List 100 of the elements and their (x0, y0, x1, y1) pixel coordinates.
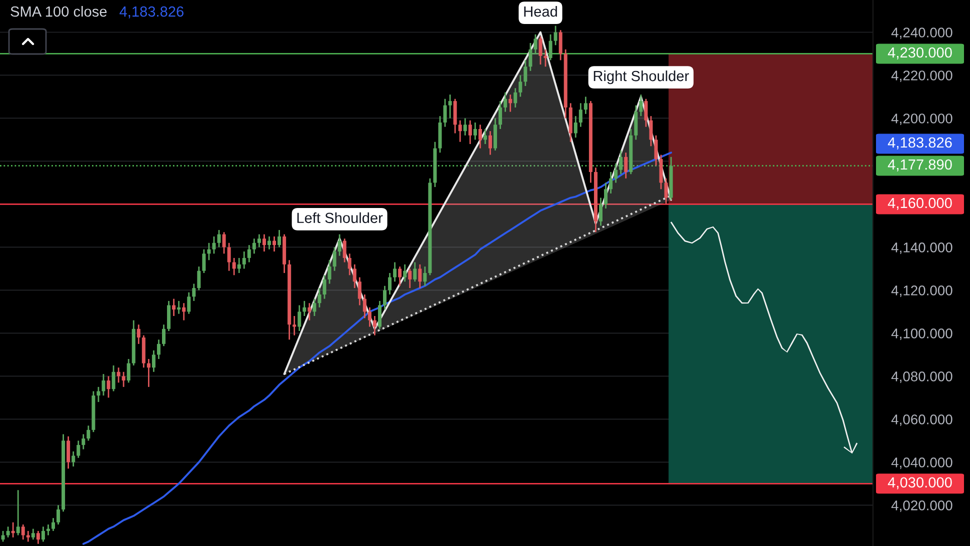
candlestick (488, 130, 492, 156)
candlestick (1, 530, 5, 542)
candlestick (197, 266, 201, 291)
candlestick (202, 248, 206, 274)
candlestick (504, 92, 508, 112)
candlestick (518, 74, 522, 98)
candlestick (413, 262, 417, 282)
candlestick (463, 118, 467, 136)
candlestick (524, 59, 528, 87)
candlestick (544, 48, 548, 68)
y-tick-label: 4,140.000 (891, 242, 952, 254)
candlestick (252, 238, 256, 254)
candlestick (136, 324, 140, 345)
candlestick (177, 300, 181, 315)
annotation: Head (524, 6, 557, 17)
candlestick (584, 96, 588, 115)
candlestick (458, 120, 462, 143)
y-tick-label: 4,240.000 (891, 28, 952, 40)
candlestick (76, 440, 80, 459)
candlestick (292, 315, 296, 336)
candlestick (257, 234, 261, 248)
y-tick-label: 4,120.000 (891, 286, 952, 298)
candlestick (483, 128, 487, 145)
candlestick (262, 234, 266, 252)
candlestick (534, 34, 538, 54)
candlestick (207, 242, 211, 261)
candlestick (473, 122, 477, 140)
candlestick (358, 276, 362, 306)
candlestick (348, 252, 352, 276)
candlestick (372, 315, 376, 336)
candlestick (538, 36, 542, 66)
candlestick (649, 115, 653, 147)
candlestick (172, 298, 176, 317)
candlestick (36, 530, 40, 545)
annotation: 4,183.826 (120, 6, 184, 18)
candlestick (328, 259, 332, 284)
y-tick-label: 4,220.000 (891, 70, 952, 82)
candlestick (146, 358, 150, 388)
candlestick (222, 231, 226, 254)
text: 4,183.826 (888, 137, 952, 150)
candlestick (558, 29, 562, 61)
candlestick (619, 150, 623, 175)
candlestick (453, 98, 457, 134)
candlestick (31, 528, 35, 540)
candlestick (418, 264, 422, 289)
candlestick (609, 171, 613, 194)
candlestick (443, 98, 447, 128)
candlestick (278, 229, 282, 248)
candlestick (598, 197, 603, 226)
annotation: Right Shoulder (594, 70, 689, 84)
candlestick (322, 274, 326, 300)
y-tick-label: 4,040.000 (891, 458, 952, 469)
candlestick (332, 246, 336, 272)
candlestick (644, 98, 648, 128)
candlestick (102, 373, 106, 396)
candlestick (267, 236, 271, 250)
candlestick (122, 371, 126, 388)
candlestick (498, 100, 502, 130)
candlestick (66, 436, 70, 470)
candlestick (423, 266, 427, 287)
candlestick (51, 517, 55, 532)
candlestick (247, 244, 251, 263)
candlestick (362, 294, 366, 319)
ref-line-label: 4,030.000 (888, 477, 952, 490)
candlestick (393, 262, 397, 282)
candlestick (578, 102, 582, 128)
y-tick-label: 4,200.000 (891, 114, 952, 126)
candlestick (41, 526, 45, 542)
candlestick (308, 302, 312, 321)
candlestick (152, 350, 156, 373)
candlestick (478, 124, 482, 150)
candlestick (56, 504, 60, 526)
y-tick-label: 4,060.000 (891, 414, 952, 426)
candlestick (232, 257, 236, 276)
candlestick (72, 450, 76, 468)
candlestick (368, 306, 372, 328)
candlestick (212, 236, 216, 254)
candlestick (403, 264, 407, 282)
candlestick (112, 364, 116, 392)
candlestick (11, 522, 15, 538)
candlestick (554, 25, 558, 46)
candlestick (106, 375, 110, 398)
candlestick (312, 298, 316, 317)
ref-line-label: 4,177.890 (888, 159, 952, 172)
candlestick (398, 266, 402, 287)
ref-line-label: 4,230.000 (888, 47, 952, 60)
candlestick (227, 242, 231, 272)
candlestick (338, 234, 342, 256)
candlestick (192, 283, 196, 302)
candlestick (6, 526, 10, 538)
candlestick (156, 338, 160, 360)
candlestick (187, 292, 191, 315)
candlestick (408, 268, 412, 289)
candlestick (604, 182, 608, 210)
ref-line-label: 4,160.000 (888, 198, 952, 210)
candlestick (654, 134, 658, 166)
candlestick (46, 524, 50, 536)
y-tick-label: 4,100.000 (891, 328, 952, 340)
candlestick (383, 285, 387, 310)
candlestick (448, 94, 452, 119)
